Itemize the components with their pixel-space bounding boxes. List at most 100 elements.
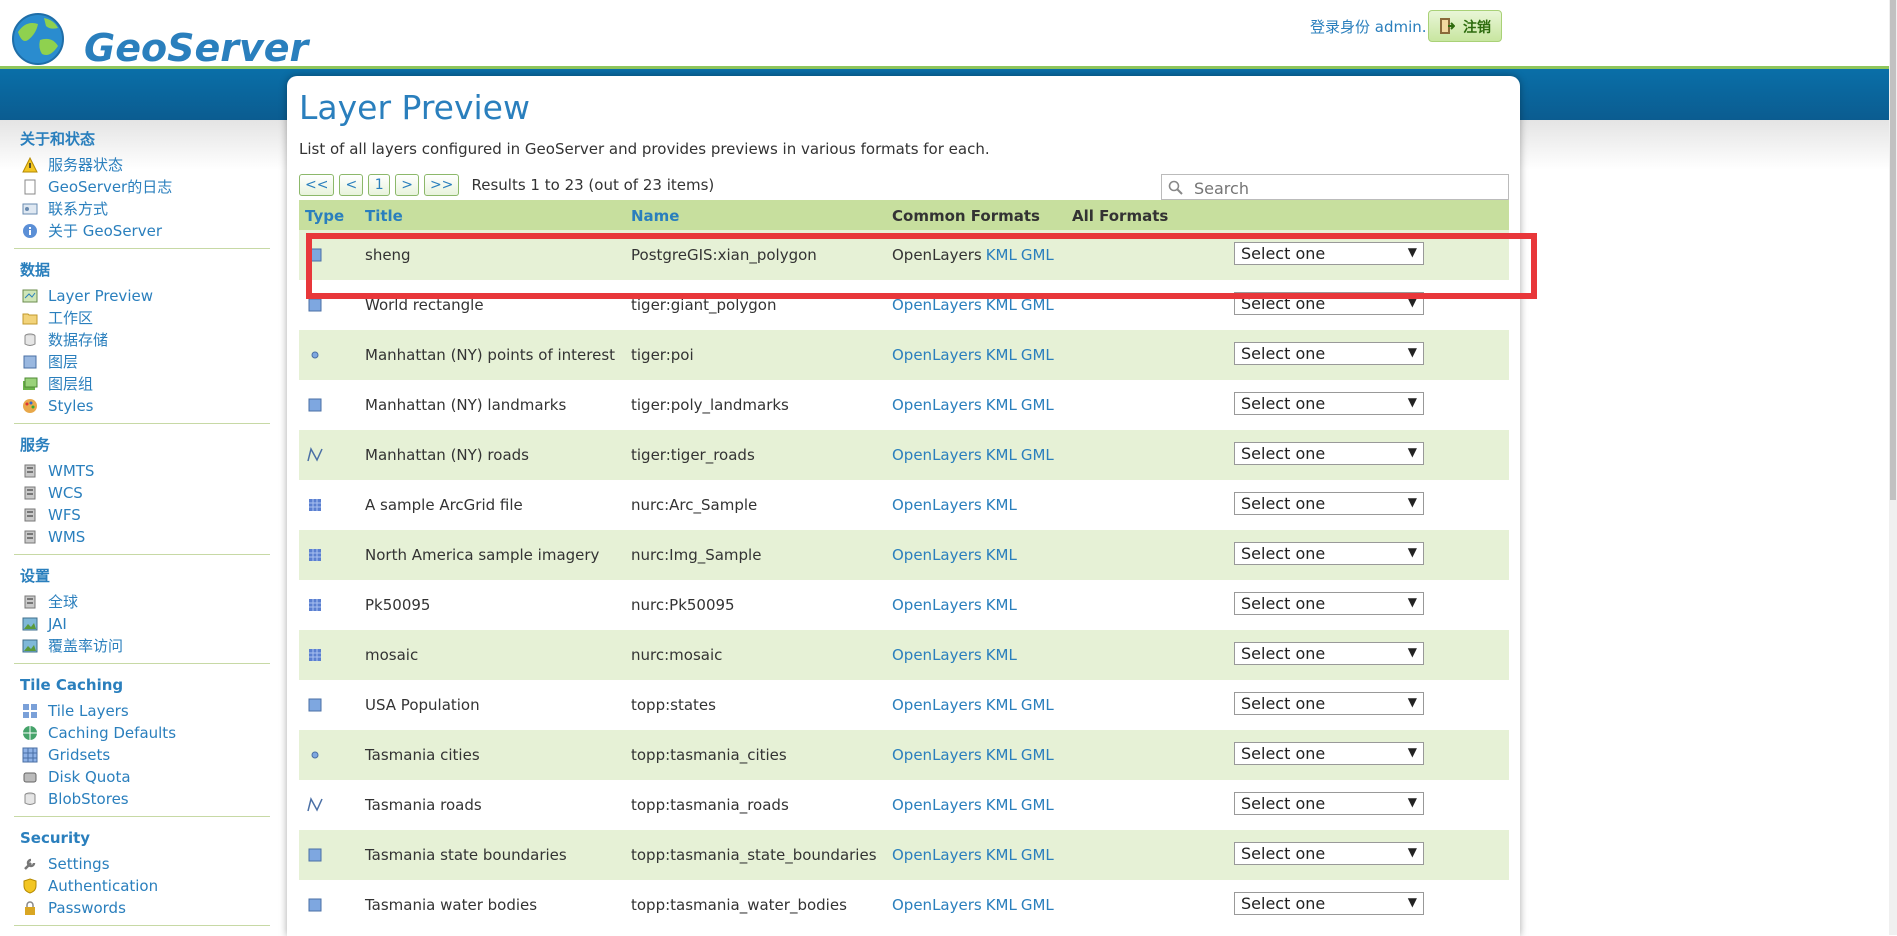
- format-link-openlayers[interactable]: OpenLayers: [892, 296, 982, 314]
- format-link-openlayers[interactable]: OpenLayers: [892, 446, 982, 464]
- scrollbar-thumb[interactable]: [1890, 0, 1896, 500]
- sidebar-item-label: Tile Layers: [48, 702, 129, 720]
- sidebar-item[interactable]: Caching Defaults: [14, 722, 270, 744]
- format-link-kml[interactable]: KML: [985, 796, 1017, 814]
- sidebar-item[interactable]: WFS: [14, 504, 270, 526]
- sidebar-item[interactable]: Layer Preview: [14, 285, 270, 307]
- last-page-button[interactable]: >>: [423, 174, 460, 196]
- sidebar-item[interactable]: Settings: [14, 853, 270, 875]
- format-link-kml[interactable]: KML: [985, 346, 1017, 364]
- geoserver-logo[interactable]: GeoServer: [8, 10, 308, 74]
- format-link-openlayers[interactable]: OpenLayers: [892, 396, 982, 414]
- all-formats-select[interactable]: Select one ▼: [1234, 542, 1424, 565]
- format-link-kml[interactable]: KML: [985, 446, 1017, 464]
- all-formats-select[interactable]: Select one ▼: [1234, 892, 1424, 915]
- format-link-gml[interactable]: GML: [1020, 846, 1054, 864]
- format-link-openlayers[interactable]: OpenLayers: [892, 596, 982, 614]
- format-link-openlayers[interactable]: OpenLayers: [892, 246, 982, 264]
- all-formats-select[interactable]: Select one ▼: [1234, 342, 1424, 365]
- format-link-openlayers[interactable]: OpenLayers: [892, 646, 982, 664]
- search-box[interactable]: [1161, 174, 1509, 200]
- logout-button[interactable]: 注销: [1428, 10, 1502, 42]
- sidebar-item[interactable]: Tile Layers: [14, 700, 270, 722]
- sidebar-item[interactable]: 全球: [14, 591, 270, 613]
- sidebar-item[interactable]: JAI: [14, 613, 270, 635]
- all-formats-select[interactable]: Select one ▼: [1234, 242, 1424, 265]
- sidebar-item[interactable]: 工作区: [14, 307, 270, 329]
- all-formats-select[interactable]: Select one ▼: [1234, 592, 1424, 615]
- search-input[interactable]: [1192, 177, 1496, 199]
- column-header-type[interactable]: Type: [305, 207, 345, 225]
- all-formats-select[interactable]: Select one ▼: [1234, 392, 1424, 415]
- format-link-openlayers[interactable]: OpenLayers: [892, 846, 982, 864]
- column-header-name[interactable]: Name: [631, 207, 680, 225]
- table-row: Tasmania water bodies topp:tasmania_water…: [299, 880, 1509, 930]
- sidebar-item[interactable]: Authentication: [14, 875, 270, 897]
- format-link-kml[interactable]: KML: [985, 646, 1017, 664]
- all-formats-select[interactable]: Select one ▼: [1234, 842, 1424, 865]
- all-formats-select[interactable]: Select one ▼: [1234, 792, 1424, 815]
- sidebar-item[interactable]: 图层组: [14, 373, 270, 395]
- format-link-kml[interactable]: KML: [985, 746, 1017, 764]
- table-header: Type Title Name Common Formats All Forma…: [299, 200, 1509, 230]
- format-link-openlayers[interactable]: OpenLayers: [892, 346, 982, 364]
- format-link-gml[interactable]: GML: [1020, 896, 1054, 914]
- sidebar-item[interactable]: Disk Quota: [14, 766, 270, 788]
- format-link-openlayers[interactable]: OpenLayers: [892, 546, 982, 564]
- format-link-gml[interactable]: GML: [1020, 296, 1054, 314]
- sidebar-item[interactable]: 关于 GeoServer: [14, 220, 270, 242]
- sidebar-item[interactable]: WMS: [14, 526, 270, 548]
- sidebar-item-label: 联系方式: [48, 200, 109, 218]
- sidebar-item[interactable]: 数据存储: [14, 329, 270, 351]
- next-page-button[interactable]: >: [395, 174, 419, 196]
- all-formats-select[interactable]: Select one ▼: [1234, 742, 1424, 765]
- format-link-kml[interactable]: KML: [985, 696, 1017, 714]
- page-1-button[interactable]: 1: [368, 174, 391, 196]
- sidebar-item[interactable]: GeoServer的日志: [14, 176, 270, 198]
- format-link-openlayers[interactable]: OpenLayers: [892, 896, 982, 914]
- sidebar-item[interactable]: WMTS: [14, 460, 270, 482]
- sidebar-item[interactable]: 服务器状态: [14, 154, 270, 176]
- sidebar-item[interactable]: Styles: [14, 395, 270, 417]
- format-link-openlayers[interactable]: OpenLayers: [892, 696, 982, 714]
- format-link-kml[interactable]: KML: [985, 396, 1017, 414]
- format-link-kml[interactable]: KML: [985, 546, 1017, 564]
- format-link-gml[interactable]: GML: [1020, 396, 1054, 414]
- format-link-kml[interactable]: KML: [985, 846, 1017, 864]
- first-page-button[interactable]: <<: [299, 174, 335, 196]
- sidebar-item[interactable]: Passwords: [14, 897, 270, 919]
- format-link-openlayers[interactable]: OpenLayers: [892, 496, 982, 514]
- format-link-gml[interactable]: GML: [1020, 346, 1054, 364]
- sidebar-item[interactable]: 图层: [14, 351, 270, 373]
- format-link-kml[interactable]: KML: [985, 246, 1017, 264]
- all-formats-select[interactable]: Select one ▼: [1234, 642, 1424, 665]
- prev-page-button[interactable]: <: [339, 174, 364, 196]
- polygon-layer-icon: [308, 698, 322, 712]
- sidebar-item[interactable]: 联系方式: [14, 198, 270, 220]
- format-link-kml[interactable]: KML: [985, 296, 1017, 314]
- chevron-down-icon: ▼: [1407, 795, 1417, 809]
- column-header-title[interactable]: Title: [365, 207, 403, 225]
- format-link-kml[interactable]: KML: [985, 596, 1017, 614]
- format-link-gml[interactable]: GML: [1020, 446, 1054, 464]
- sidebar-item[interactable]: 覆盖率访问: [14, 635, 270, 657]
- format-link-openlayers[interactable]: OpenLayers: [892, 746, 982, 764]
- layer-name: tiger:giant_polygon: [631, 296, 777, 314]
- layer-name: nurc:mosaic: [631, 646, 723, 664]
- format-link-gml[interactable]: GML: [1020, 246, 1054, 264]
- sidebar-item-label: Disk Quota: [48, 768, 131, 786]
- select-value: Select one: [1241, 244, 1326, 263]
- format-link-kml[interactable]: KML: [985, 896, 1017, 914]
- sidebar-item[interactable]: BlobStores: [14, 788, 270, 810]
- format-link-gml[interactable]: GML: [1020, 796, 1054, 814]
- format-link-openlayers[interactable]: OpenLayers: [892, 796, 982, 814]
- all-formats-select[interactable]: Select one ▼: [1234, 692, 1424, 715]
- format-link-gml[interactable]: GML: [1020, 746, 1054, 764]
- all-formats-select[interactable]: Select one ▼: [1234, 442, 1424, 465]
- sidebar-item[interactable]: WCS: [14, 482, 270, 504]
- format-link-kml[interactable]: KML: [985, 496, 1017, 514]
- format-link-gml[interactable]: GML: [1020, 696, 1054, 714]
- server-icon: [24, 595, 36, 609]
- sidebar-item[interactable]: Gridsets: [14, 744, 270, 766]
- all-formats-select[interactable]: Select one ▼: [1234, 492, 1424, 515]
